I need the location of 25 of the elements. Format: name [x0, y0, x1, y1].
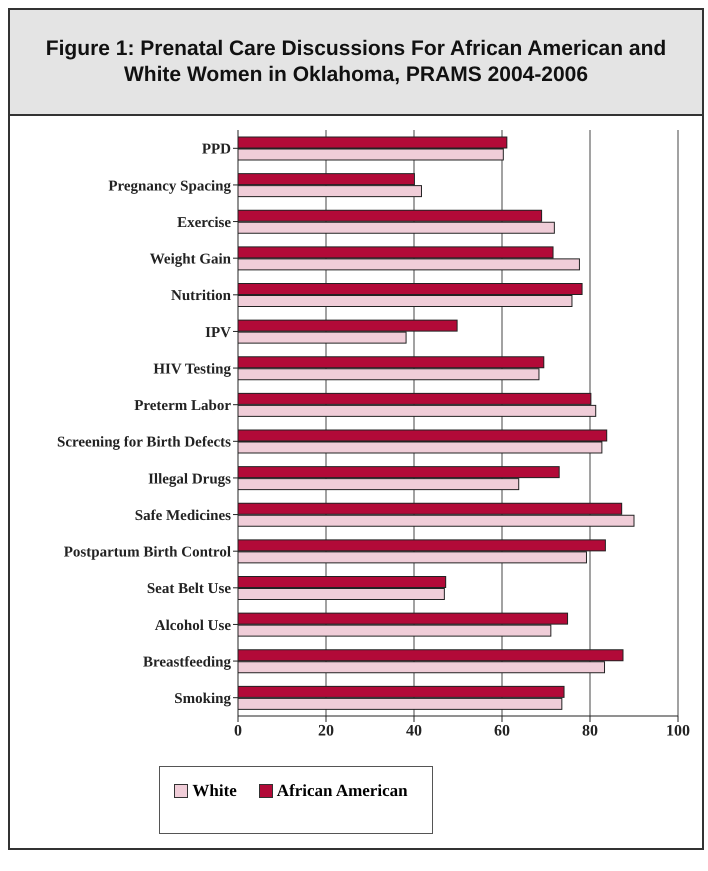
y-tick-label: Breastfeeding	[142, 654, 232, 670]
x-tick-label: 80	[582, 722, 598, 740]
y-tick-label: Nutrition	[171, 288, 232, 304]
y-tick-label: Smoking	[174, 691, 232, 708]
y-tick-label: Alcohol Use	[154, 618, 232, 634]
legend-label: African American	[276, 781, 408, 801]
x-tick-label: 40	[406, 722, 422, 740]
legend-label: White	[192, 781, 237, 801]
chart-title: Figure 1: Prenatal Care Discussions For African American and White Women in Oklahoma, PRAMS 2004-2006	[10, 10, 702, 116]
y-tick-label: Illegal Drugs	[148, 471, 232, 488]
y-tick-label: HIV Testing	[153, 361, 232, 378]
x-tick-label: 100	[666, 722, 690, 740]
y-tick-label: PPD	[202, 142, 232, 158]
x-tick-label: 20	[318, 722, 334, 740]
y-tick-label: Safe Medicines	[134, 508, 232, 524]
y-tick-label: Seat Belt Use	[146, 581, 232, 598]
y-tick-label: Screening for Birth Defects	[57, 434, 232, 451]
x-tick-label: 60	[494, 722, 510, 740]
y-tick-label: Postpartum Birth Control	[64, 544, 231, 561]
y-tick-label: Exercise	[177, 214, 232, 231]
y-tick-label: IPV	[205, 324, 232, 341]
y-tick-label: Preterm Labor	[134, 398, 232, 414]
y-tick-label: Weight Gain	[150, 252, 232, 268]
y-tick-label: Pregnancy Spacing	[108, 178, 232, 194]
x-tick-label: 0	[234, 722, 242, 740]
